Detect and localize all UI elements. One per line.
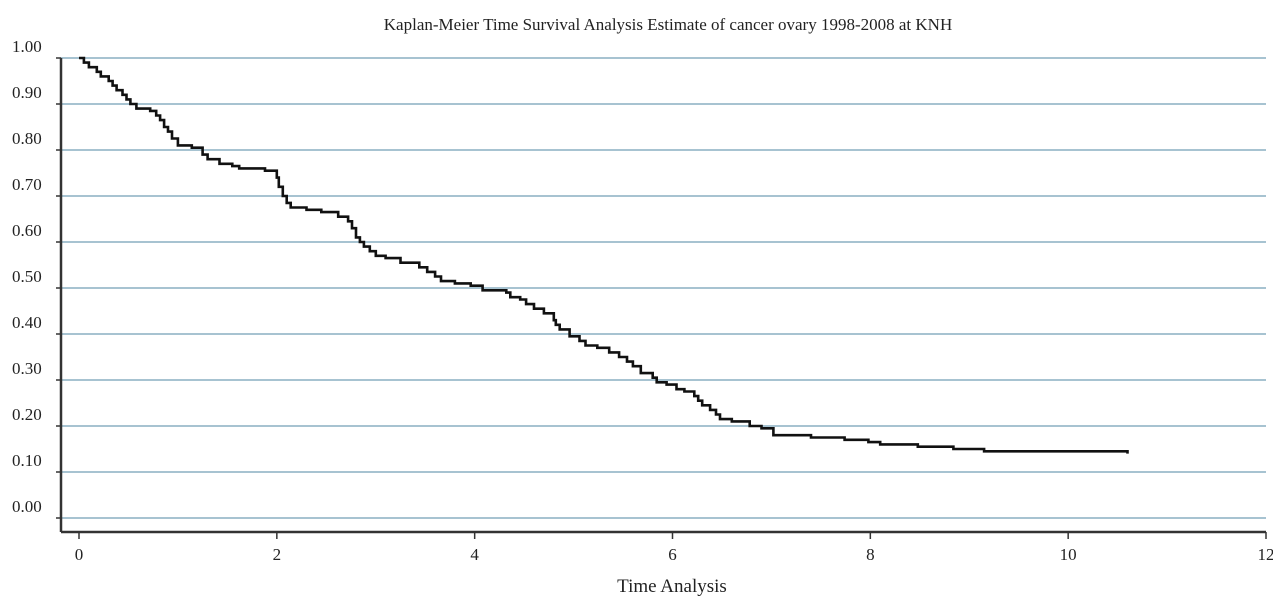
x-axis-ticks: 0 2 4 6 8 10 12 [75, 532, 1273, 564]
y-tick-label: 0.80 [12, 129, 42, 148]
x-tick-label: 12 [1258, 545, 1273, 564]
y-tick-label: 0.90 [12, 83, 42, 102]
x-axis-label: Time Analysis [617, 576, 727, 596]
x-tick-label: 10 [1060, 545, 1077, 564]
x-tick-label: 6 [668, 545, 677, 564]
y-tick-label: 0.10 [12, 451, 42, 470]
x-tick-label: 4 [470, 545, 479, 564]
y-tick-label: 0.60 [12, 221, 42, 240]
x-tick-label: 0 [75, 545, 84, 564]
y-tick-label: 0.30 [12, 359, 42, 378]
y-tick-label: 0.70 [12, 175, 42, 194]
survival-step-line [79, 56, 1129, 454]
y-tick-label: 1.00 [12, 37, 42, 56]
y-tick-label: 0.50 [12, 267, 42, 286]
y-axis-ticks: 1.00 0.90 0.80 0.70 0.60 0.50 0.40 0.30 0.20 0.10… [12, 37, 61, 519]
y-tick-label: 0.40 [12, 313, 42, 332]
grid-lines [61, 57, 1266, 519]
y-tick-label: 0.00 [12, 497, 42, 516]
x-tick-label: 2 [273, 545, 282, 564]
x-tick-label: 8 [866, 545, 875, 564]
series-group [79, 56, 1129, 454]
y-tick-label: 0.20 [12, 405, 42, 424]
chart-title: Kaplan-Meier Time Survival Analysis Esti… [384, 15, 952, 34]
